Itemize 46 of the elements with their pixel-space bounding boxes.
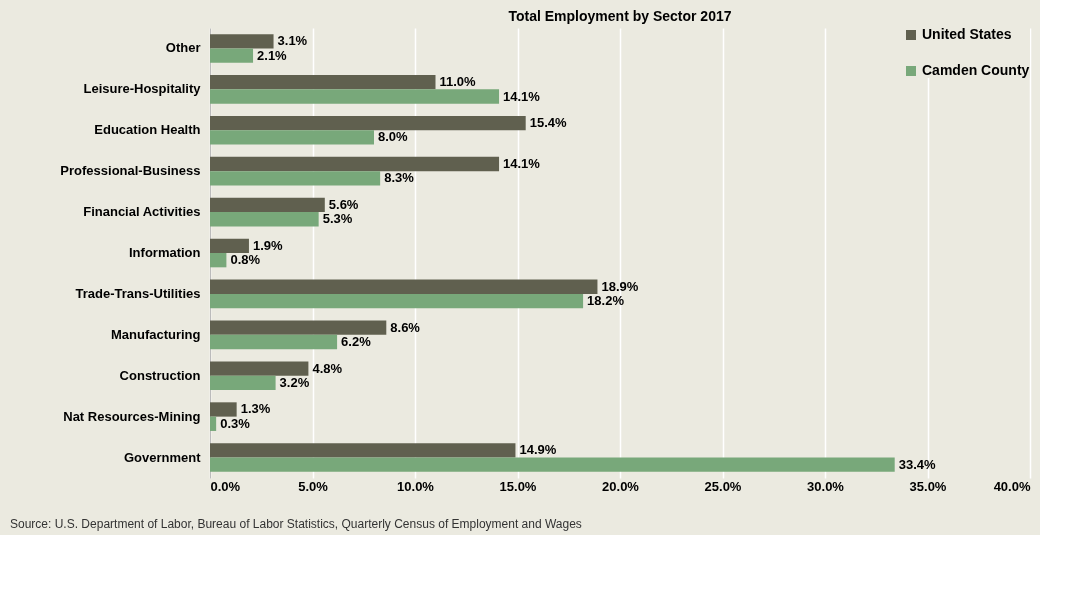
y-tick-label: Leisure-Hospitality <box>83 81 202 97</box>
data-label: 4.8% <box>312 360 343 376</box>
legend-label: United States <box>922 26 1012 42</box>
data-label: 2.1% <box>257 47 288 63</box>
data-label: 11.0% <box>439 74 477 90</box>
data-label: 3.2% <box>279 374 310 390</box>
x-tick-label: 35.0% <box>909 478 947 494</box>
x-tick-label: 25.0% <box>704 478 742 494</box>
y-tick-label: Other <box>165 40 201 56</box>
x-tick-label: 5.0% <box>298 478 329 494</box>
y-tick-label: Trade-Trans-Utilities <box>75 285 201 301</box>
data-label: 18.2% <box>587 293 625 309</box>
y-tick-label: Financial Activities <box>83 204 201 220</box>
y-tick-label: Information <box>129 245 201 260</box>
x-tick-label: 0.0% <box>210 478 241 494</box>
data-label: 1.9% <box>252 237 284 253</box>
y-tick-label: Manufacturing <box>110 326 201 342</box>
y-tick-label: Construction <box>119 367 201 383</box>
source-note: Source: U.S. Department of Labor, Bureau of Labor Statistics, Quarterly Census of Employment and Wages <box>10 517 582 531</box>
data-label: 33.4% <box>898 456 936 472</box>
y-tick-label: Education Health <box>94 122 201 138</box>
data-label: 15.4% <box>529 115 567 131</box>
x-tick-label: 15.0% <box>499 478 537 494</box>
data-label: 0.8% <box>230 252 261 268</box>
data-label: 14.1% <box>503 156 541 172</box>
data-label: 14.9% <box>519 442 557 458</box>
legend-label: Camden County <box>922 62 1030 78</box>
y-tick-label: Government <box>123 449 202 465</box>
y-tick-label: Professional-Business <box>60 163 201 179</box>
data-label: 5.6% <box>328 196 359 212</box>
x-tick-label: 10.0% <box>397 478 435 494</box>
x-tick-label: 20.0% <box>602 478 640 494</box>
data-label: 3.1% <box>277 33 308 49</box>
x-tick-label: 40.0% <box>993 478 1031 494</box>
data-label: 8.0% <box>378 129 409 145</box>
data-label: 0.3% <box>220 415 251 431</box>
data-label: 8.3% <box>384 170 415 186</box>
data-label: 14.1% <box>503 88 541 104</box>
y-tick-label: Nat Resources-Mining <box>63 408 201 424</box>
chart-title: Total Employment by Sector 2017 <box>508 8 732 24</box>
data-label: 5.3% <box>322 211 353 227</box>
x-tick-label: 30.0% <box>807 478 845 494</box>
data-label: 18.9% <box>601 278 639 294</box>
data-label: 8.6% <box>390 319 421 335</box>
data-label: 1.3% <box>240 401 271 417</box>
data-label: 6.2% <box>341 333 372 349</box>
